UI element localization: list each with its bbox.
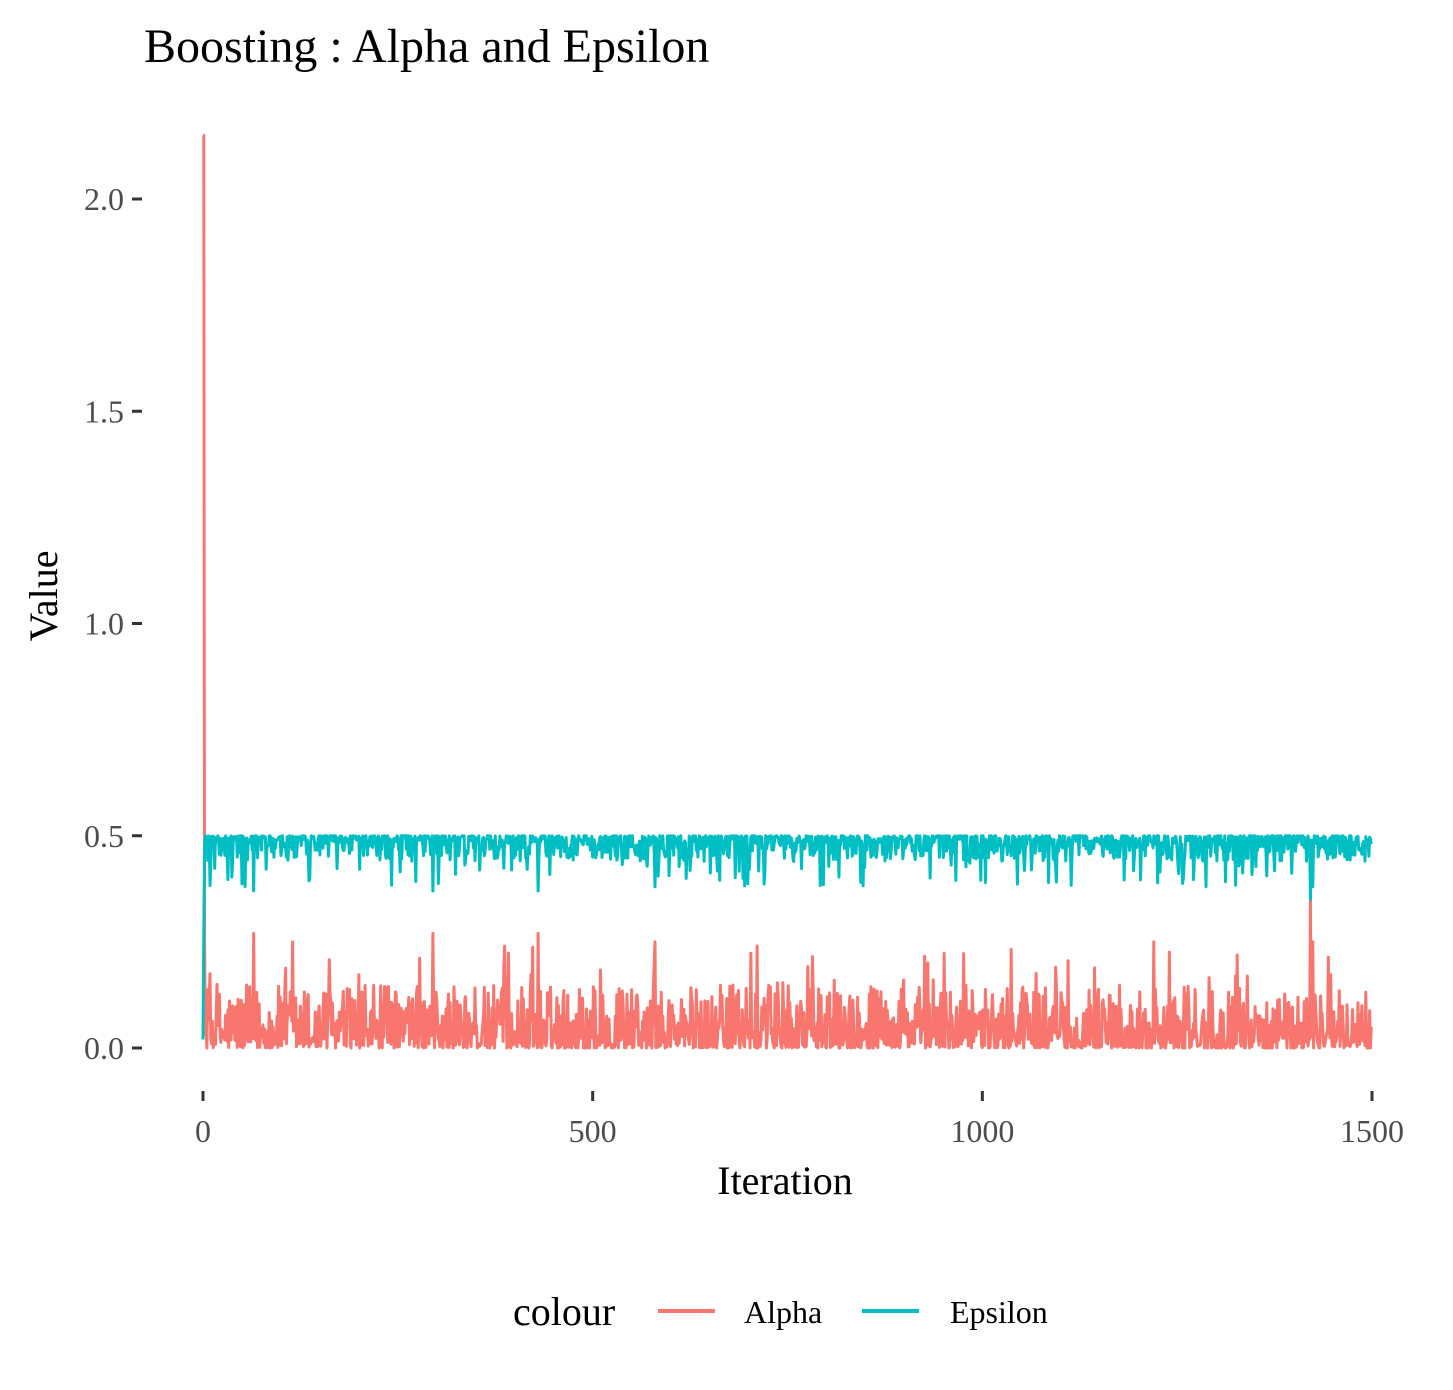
x-tick-label: 0: [195, 1113, 211, 1149]
x-tick-label: 500: [569, 1113, 617, 1149]
y-axis: 0.0 0.5 1.0 1.5 2.0: [84, 181, 142, 1066]
legend-label-alpha: Alpha: [744, 1294, 822, 1330]
y-axis-title: Value: [21, 550, 66, 641]
y-tick-label: 1.5: [84, 393, 124, 429]
chart-title: Boosting : Alpha and Epsilon: [144, 20, 709, 73]
legend: colour Alpha Epsilon: [513, 1289, 1048, 1334]
legend-title: colour: [513, 1289, 615, 1334]
plot-area: [201, 133, 1373, 1050]
y-tick-label: 1.0: [84, 606, 124, 642]
x-tick-label: 1500: [1340, 1113, 1404, 1149]
series-line-alpha: [202, 133, 1373, 1050]
x-tick-label: 1000: [950, 1113, 1014, 1149]
y-tick-label: 0.5: [84, 818, 124, 854]
y-tick-label: 0.0: [84, 1030, 124, 1066]
y-tick-label: 2.0: [84, 181, 124, 217]
x-axis-title: Iteration: [717, 1158, 853, 1203]
series-line-epsilon: [201, 834, 1373, 1040]
x-axis: 0 500 1000 1500: [195, 1091, 1404, 1149]
legend-label-epsilon: Epsilon: [950, 1294, 1048, 1330]
